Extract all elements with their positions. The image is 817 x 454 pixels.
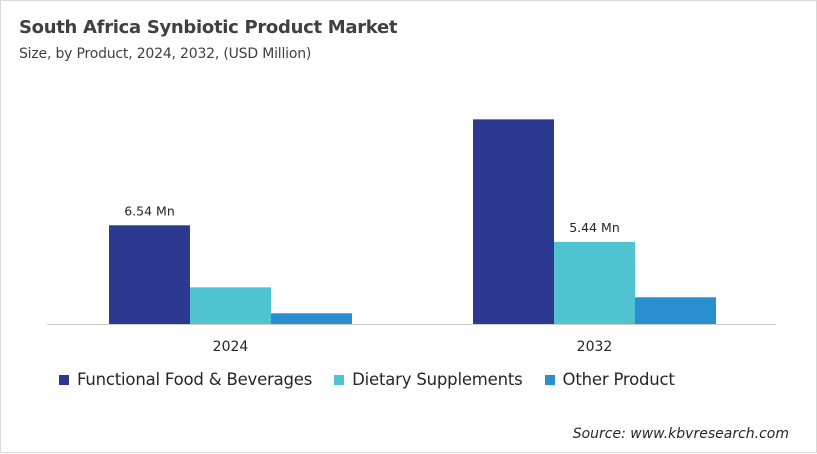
legend-item: Functional Food & Beverages xyxy=(59,370,312,389)
legend-item: Other Product xyxy=(544,370,675,389)
bar-2024-1 xyxy=(190,287,271,324)
bar-2024-0 xyxy=(109,225,190,324)
legend-swatch xyxy=(59,374,69,385)
legend-swatch xyxy=(334,374,345,385)
legend-swatch xyxy=(544,374,555,385)
chart-subtitle: Size, by Product, 2024, 2032, (USD Milli… xyxy=(19,46,312,62)
bar-2024-2 xyxy=(271,313,352,324)
chart-title: South Africa Synbiotic Product Market xyxy=(19,17,398,38)
legend-label: Functional Food & Beverages xyxy=(77,370,313,389)
x-tick-label: 2032 xyxy=(577,339,613,355)
legend-label: Dietary Supplements xyxy=(352,370,523,389)
data-label: 6.54 Mn xyxy=(124,203,175,218)
source-text: Source: www.kbvresearch.com xyxy=(572,426,789,442)
data-label: 5.44 Mn xyxy=(569,220,620,235)
legend: Functional Food & Beverages Dietary Suppl… xyxy=(59,370,675,389)
bar-2032-2 xyxy=(635,297,716,324)
bar-2032-0 xyxy=(473,119,554,325)
bar-2032-1 xyxy=(554,241,635,324)
x-tick-label: 2024 xyxy=(213,339,249,355)
legend-item: Dietary Supplements xyxy=(334,370,523,389)
legend-label: Other Product xyxy=(562,370,675,389)
